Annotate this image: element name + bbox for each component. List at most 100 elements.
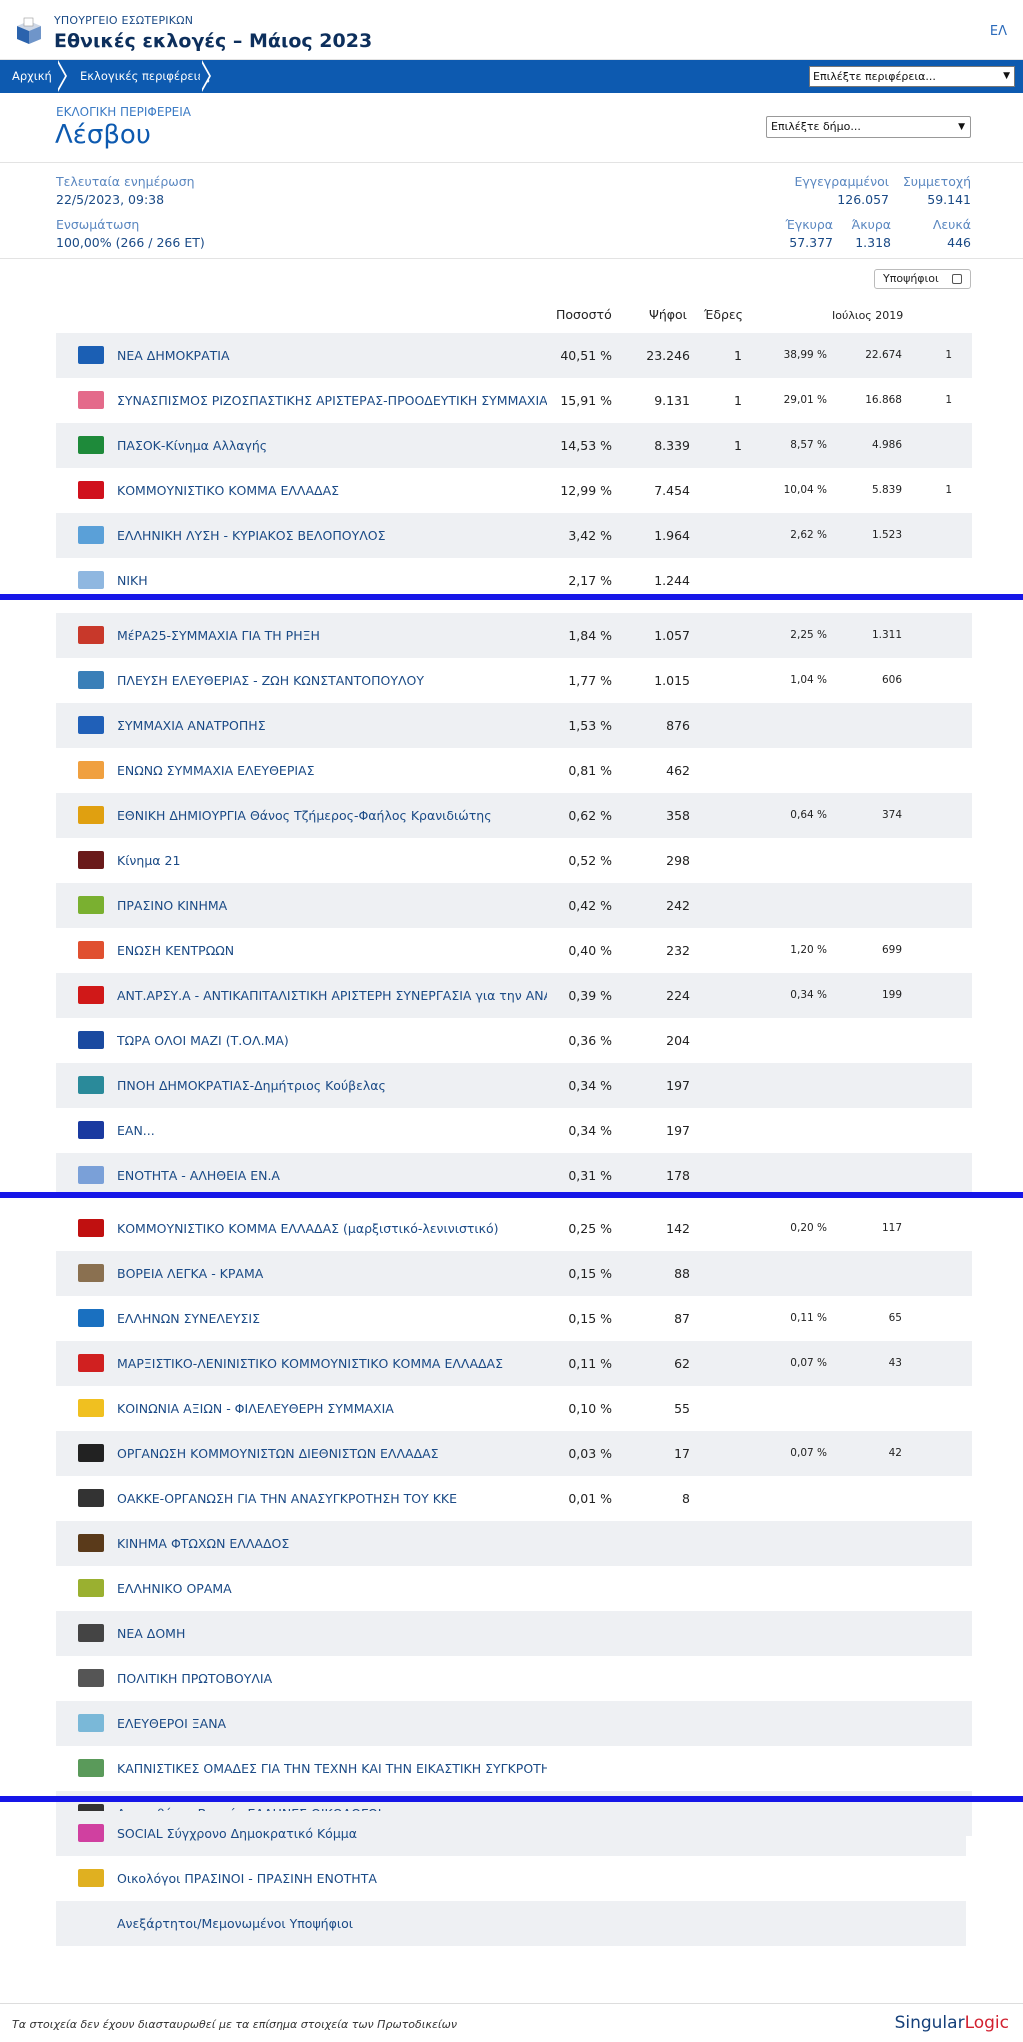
party-logo-icon xyxy=(76,1623,106,1644)
party-logo-icon xyxy=(76,1398,106,1419)
table-row[interactable]: ΝΙΚΗ 2,17 % 1.244 xyxy=(56,558,972,603)
prev-vote-percent: 0,11 % xyxy=(790,1312,827,1324)
party-name[interactable]: ΒΟΡΕΙΑ ΛΕΓΚΑ - ΚΡΑΜΑ xyxy=(117,1266,264,1281)
table-row[interactable]: ΝΕΑ ΔΗΜΟΚΡΑΤΙΑ 40,51 % 23.246 1 38,99 % 22.67… xyxy=(56,333,972,378)
table-row[interactable]: ΠΝΟΗ ΔΗΜΟΚΡΑΤΙΑΣ-Δημήτριος Κούβελας 0,34 … xyxy=(56,1063,972,1108)
party-name[interactable]: ΟΑΚΚΕ-ΟΡΓΑΝΩΣΗ ΓΙΑ ΤΗΝ ΑΝΑΣΥΓΚΡΟΤΗΣΗ ΤΟΥ… xyxy=(117,1491,457,1506)
party-logo-icon xyxy=(76,850,106,871)
party-name[interactable]: Κίνημα 21 xyxy=(117,853,181,868)
vote-count: 462 xyxy=(666,763,690,778)
table-row[interactable]: ΟΡΓΑΝΩΣΗ ΚΟΜΜΟΥΝΙΣΤΩΝ ΔΙΕΘΝΙΣΤΩΝ ΕΛΛΑΔΑΣ… xyxy=(56,1431,972,1476)
table-row[interactable]: ΜέΡΑ25-ΣΥΜΜΑΧΙΑ ΓΙΑ ΤΗ ΡΗΞΗ 1,84 % 1.057 2,… xyxy=(56,613,972,658)
district-label: ΕΚΛΟΓΙΚΗ ΠΕΡΙΦΕΡΕΙΑ xyxy=(56,105,192,119)
party-name[interactable]: ΕΘΝΙΚΗ ΔΗΜΙΟΥΡΓΙΑ Θάνος Τζήμερος-Φαήλος … xyxy=(117,808,492,823)
chevron-down-icon: ▼ xyxy=(1003,71,1010,81)
party-name[interactable]: ΠΛΕΥΣΗ ΕΛΕΥΘΕΡΙΑΣ - ΖΩΗ ΚΩΝΣΤΑΝΤΟΠΟΥΛΟΥ xyxy=(117,673,425,688)
table-row[interactable]: ΕΘΝΙΚΗ ΔΗΜΙΟΥΡΓΙΑ Θάνος Τζήμερος-Φαήλος … xyxy=(56,793,972,838)
party-name[interactable]: ΕΛΛΗΝΙΚΟ ΟΡΑΜΑ xyxy=(117,1581,232,1596)
party-name[interactable]: Οικολόγοι ΠΡΑΣΙΝΟΙ - ΠΡΑΣΙΝΗ ΕΝΟΤΗΤΑ xyxy=(117,1871,377,1886)
party-name[interactable]: ΣΥΜΜΑΧΙΑ ΑΝΑΤΡΟΠΗΣ xyxy=(117,718,266,733)
table-row[interactable]: ΚΙΝΗΜΑ ΦΤΩΧΩΝ ΕΛΛΑΔΟΣ xyxy=(56,1521,972,1566)
municipality-select[interactable]: Επιλέξτε δήμο... ▼ xyxy=(766,116,971,138)
party-name[interactable]: ΕΛΛΗΝΙΚΗ ΛΥΣΗ - ΚΥΡΙΑΚΟΣ ΒΕΛΟΠΟΥΛΟΣ xyxy=(117,528,386,543)
table-row[interactable]: ΤΩΡΑ ΟΛΟΙ ΜΑΖΙ (Τ.ΟΛ.ΜΑ) 0,36 % 204 xyxy=(56,1018,972,1063)
prev-vote-percent: 8,57 % xyxy=(790,439,827,451)
table-row[interactable]: Οικολόγοι ΠΡΑΣΙΝΟΙ - ΠΡΑΣΙΝΗ ΕΝΟΤΗΤΑ xyxy=(56,1856,966,1901)
region-select[interactable]: Επιλέξτε περιφέρεια... ▼ xyxy=(809,66,1015,87)
table-row[interactable]: ΕΛΛΗΝΙΚΟ ΟΡΑΜΑ xyxy=(56,1566,972,1611)
table-row[interactable]: ΕΛΛΗΝΙΚΗ ΛΥΣΗ - ΚΥΡΙΑΚΟΣ ΒΕΛΟΠΟΥΛΟΣ 3,42 … xyxy=(56,513,972,558)
party-name[interactable]: ΕΛΛΗΝΩΝ ΣΥΝΕΛΕΥΣΙΣ xyxy=(117,1311,260,1326)
vote-percent: 0,25 % xyxy=(568,1221,612,1236)
party-logo-icon xyxy=(76,480,106,501)
party-name[interactable]: ΝΕΑ ΔΟΜΗ xyxy=(117,1626,186,1641)
party-name[interactable]: ΣΥΝΑΣΠΙΣΜΟΣ ΡΙΖΟΣΠΑΣΤΙΚΗΣ ΑΡΙΣΤΕΡΑΣ-ΠΡΟΟ… xyxy=(117,393,547,408)
table-row[interactable]: ΠΟΛΙΤΙΚΗ ΠΡΩΤΟΒΟΥΛΙΑ xyxy=(56,1656,972,1701)
table-row[interactable]: ΚΟΜΜΟΥΝΙΣΤΙΚΟ ΚΟΜΜΑ ΕΛΛΑΔΑΣ 12,99 % 7.454 1… xyxy=(56,468,972,513)
party-name[interactable]: Ανεξάρτητοι/Μεμονωμένοι Υποψήφιοι xyxy=(117,1916,353,1931)
table-row[interactable]: ΕΝΩΝΩ ΣΥΜΜΑΧΙΑ ΕΛΕΥΘΕΡΙΑΣ 0,81 % 462 xyxy=(56,748,972,793)
table-row[interactable]: ΝΕΑ ΔΟΜΗ xyxy=(56,1611,972,1656)
table-row[interactable]: ΑΝΤ.ΑΡΣΥ.Α - ΑΝΤΙΚΑΠΙΤΑΛΙΣΤΙΚΗ ΑΡΙΣΤΕΡΗ … xyxy=(56,973,972,1018)
table-row[interactable]: ΣΥΜΜΑΧΙΑ ΑΝΑΤΡΟΠΗΣ 1,53 % 876 xyxy=(56,703,972,748)
table-row[interactable]: ΠΑΣΟΚ-Κίνημα Αλλαγής 14,53 % 8.339 1 8,57 % 4… xyxy=(56,423,972,468)
table-row[interactable]: ΕΝΩΣΗ ΚΕΝΤΡΩΩΝ 0,40 % 232 1,20 % 699 xyxy=(56,928,972,973)
party-name[interactable]: ΕΝΩΝΩ ΣΥΜΜΑΧΙΑ ΕΛΕΥΘΕΡΙΑΣ xyxy=(117,763,315,778)
party-name[interactable]: ΜέΡΑ25-ΣΥΜΜΑΧΙΑ ΓΙΑ ΤΗ ΡΗΞΗ xyxy=(117,628,320,643)
party-name[interactable]: ΠΡΑΣΙΝΟ ΚΙΝΗΜΑ xyxy=(117,898,228,913)
table-row[interactable]: ΟΑΚΚΕ-ΟΡΓΑΝΩΣΗ ΓΙΑ ΤΗΝ ΑΝΑΣΥΓΚΡΟΤΗΣΗ ΤΟΥ… xyxy=(56,1476,972,1521)
vote-count: 197 xyxy=(666,1078,690,1093)
party-name[interactable]: ΠΑΣΟΚ-Κίνημα Αλλαγής xyxy=(117,438,268,453)
party-logo-icon xyxy=(76,1075,106,1096)
table-row[interactable]: Κίνημα 21 0,52 % 298 xyxy=(56,838,972,883)
table-row[interactable]: ΠΡΑΣΙΝΟ ΚΙΝΗΜΑ 0,42 % 242 xyxy=(56,883,972,928)
party-name[interactable]: ΜΑΡΞΙΣΤΙΚΟ-ΛΕΝΙΝΙΣΤΙΚΟ ΚΟΜΜΟΥΝΙΣΤΙΚΟ ΚΟΜ… xyxy=(117,1356,504,1371)
party-logo-icon xyxy=(76,1488,106,1509)
table-row[interactable]: ΜΑΡΞΙΣΤΙΚΟ-ΛΕΝΙΝΙΣΤΙΚΟ ΚΟΜΜΟΥΝΙΣΤΙΚΟ ΚΟΜ… xyxy=(56,1341,972,1386)
table-row[interactable]: ΚΟΜΜΟΥΝΙΣΤΙΚΟ ΚΟΜΜΑ ΕΛΛΑΔΑΣ (μαρξιστικό-… xyxy=(56,1206,972,1251)
party-logo-icon xyxy=(76,1823,106,1844)
party-logo-icon xyxy=(76,760,106,781)
party-name[interactable]: ΚΑΠΝΙΣΤΙΚΕΣ ΟΜΑΔΕΣ ΓΙΑ ΤΗΝ ΤΕΧΝΗ ΚΑΙ ΤΗΝ… xyxy=(117,1761,547,1776)
vote-percent: 3,42 % xyxy=(568,528,612,543)
language-switch[interactable]: ΕΛ xyxy=(989,24,1007,39)
table-row[interactable]: ΕΝΟΤΗΤΑ - ΑΛΗΘΕΙΑ ΕΝ.Α 0,31 % 178 xyxy=(56,1153,972,1198)
party-name[interactable]: ΕΛΕΥΘΕΡΟΙ ΞΑΝΑ xyxy=(117,1716,227,1731)
party-name[interactable]: ΝΕΑ ΔΗΜΟΚΡΑΤΙΑ xyxy=(117,348,230,363)
vote-count: 1.244 xyxy=(654,573,690,588)
breadcrumb-home[interactable]: Αρχική xyxy=(12,69,52,83)
party-name[interactable]: ΚΙΝΗΜΑ ΦΤΩΧΩΝ ΕΛΛΑΔΟΣ xyxy=(117,1536,290,1551)
vote-count: 232 xyxy=(666,943,690,958)
party-name[interactable]: ΝΙΚΗ xyxy=(117,573,148,588)
breadcrumb-districts[interactable]: Εκλογικές περιφέρειες xyxy=(80,69,211,83)
party-name[interactable]: ΠΝΟΗ ΔΗΜΟΚΡΑΤΙΑΣ-Δημήτριος Κούβελας xyxy=(117,1078,386,1093)
table-row[interactable]: ΠΛΕΥΣΗ ΕΛΕΥΘΕΡΙΑΣ - ΖΩΗ ΚΩΝΣΤΑΝΤΟΠΟΥΛΟΥ 1… xyxy=(56,658,972,703)
prev-vote-percent: 0,07 % xyxy=(790,1447,827,1459)
table-row[interactable]: ΕΑΝ... 0,34 % 197 xyxy=(56,1108,972,1153)
table-row[interactable]: ΚΟΙΝΩΝΙΑ ΑΞΙΩΝ - ΦΙΛΕΛΕΥΘΕΡΗ ΣΥΜΜΑΧΙΑ 0,1… xyxy=(56,1386,972,1431)
table-row[interactable]: ΚΑΠΝΙΣΤΙΚΕΣ ΟΜΑΔΕΣ ΓΙΑ ΤΗΝ ΤΕΧΝΗ ΚΑΙ ΤΗΝ… xyxy=(56,1746,972,1791)
vote-percent: 0,42 % xyxy=(568,898,612,913)
party-name[interactable]: ΚΟΜΜΟΥΝΙΣΤΙΚΟ ΚΟΜΜΑ ΕΛΛΑΔΑΣ (μαρξιστικό-… xyxy=(117,1221,499,1236)
table-row[interactable]: ΕΛΛΗΝΩΝ ΣΥΝΕΛΕΥΣΙΣ 0,15 % 87 0,11 % 65 xyxy=(56,1296,972,1341)
candidates-checkbox[interactable] xyxy=(952,274,962,284)
party-name[interactable]: ΠΟΛΙΤΙΚΗ ΠΡΩΤΟΒΟΥΛΙΑ xyxy=(117,1671,273,1686)
party-name[interactable]: ΚΟΙΝΩΝΙΑ ΑΞΙΩΝ - ΦΙΛΕΛΕΥΘΕΡΗ ΣΥΜΜΑΧΙΑ xyxy=(117,1401,394,1416)
table-row[interactable]: ΣΥΝΑΣΠΙΣΜΟΣ ΡΙΖΟΣΠΑΣΤΙΚΗΣ ΑΡΙΣΤΕΡΑΣ-ΠΡΟΟ… xyxy=(56,378,972,423)
party-name[interactable]: ΚΟΜΜΟΥΝΙΣΤΙΚΟ ΚΟΜΜΑ ΕΛΛΑΔΑΣ xyxy=(117,483,340,498)
party-name[interactable]: ΕΑΝ... xyxy=(117,1123,155,1138)
party-name[interactable]: ΤΩΡΑ ΟΛΟΙ ΜΑΖΙ (Τ.ΟΛ.ΜΑ) xyxy=(117,1033,289,1048)
vote-count: 298 xyxy=(666,853,690,868)
party-name[interactable]: ΕΝΩΣΗ ΚΕΝΤΡΩΩΝ xyxy=(117,943,235,958)
party-name[interactable]: ΟΡΓΑΝΩΣΗ ΚΟΜΜΟΥΝΙΣΤΩΝ ΔΙΕΘΝΙΣΤΩΝ ΕΛΛΑΔΑΣ xyxy=(117,1446,439,1461)
table-row[interactable]: SOCIAL Σύγχρονο Δημοκρατικό Κόμμα xyxy=(56,1811,966,1856)
table-row[interactable]: ΕΛΕΥΘΕΡΟΙ ΞΑΝΑ xyxy=(56,1701,972,1746)
party-name[interactable]: SOCIAL Σύγχρονο Δημοκρατικό Κόμμα xyxy=(117,1826,357,1841)
candidates-toggle[interactable]: Υποψήφιοι xyxy=(874,269,971,289)
table-row[interactable]: Ανεξάρτητοι/Μεμονωμένοι Υποψήφιοι xyxy=(56,1901,966,1946)
party-name[interactable]: ΕΝΟΤΗΤΑ - ΑΛΗΘΕΙΑ ΕΝ.Α xyxy=(117,1168,280,1183)
table-row[interactable]: ΒΟΡΕΙΑ ΛΕΓΚΑ - ΚΡΑΜΑ 0,15 % 88 xyxy=(56,1251,972,1296)
municipality-select-value: Επιλέξτε δήμο... xyxy=(771,120,861,133)
party-name[interactable]: ΑΝΤ.ΑΡΣΥ.Α - ΑΝΤΙΚΑΠΙΤΑΛΙΣΤΙΚΗ ΑΡΙΣΤΕΡΗ … xyxy=(117,988,547,1003)
blank-label: Λευκά xyxy=(932,217,971,232)
